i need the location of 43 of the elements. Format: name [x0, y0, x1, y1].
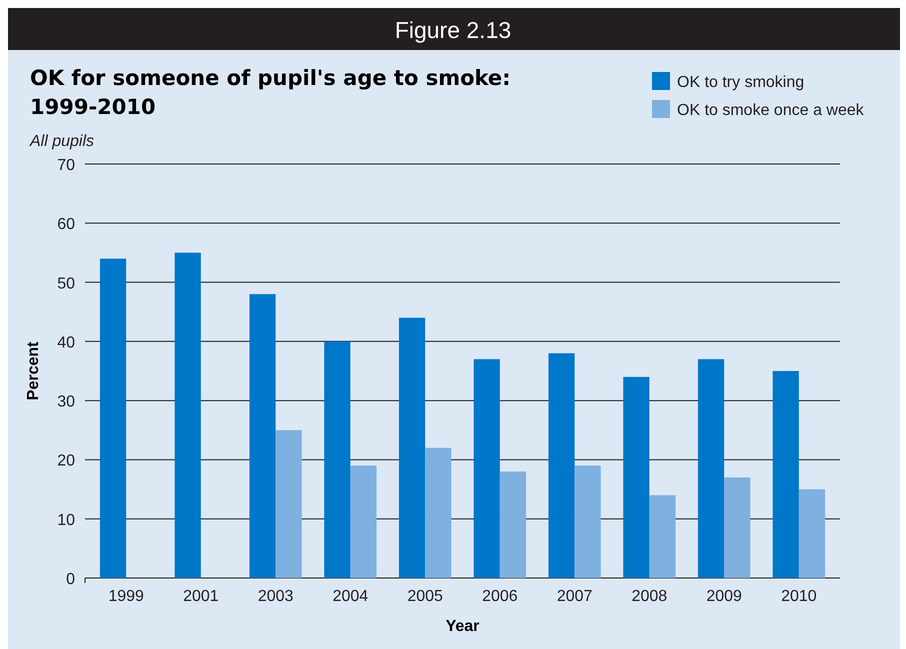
y-tick-label: 60 [57, 216, 76, 234]
x-tick-label: 2010 [781, 588, 817, 605]
bar [100, 258, 126, 578]
bar [574, 466, 601, 578]
bar [350, 466, 377, 578]
x-tick-label: 2008 [632, 588, 668, 605]
chart-subtitle: OK for someone of pupil's age to smoke: 1999-2010 [30, 66, 511, 119]
bar [649, 495, 676, 578]
y-tick-label: 70 [57, 157, 76, 174]
y-tick-label: 30 [57, 394, 76, 411]
bar [724, 477, 750, 578]
bar [548, 353, 575, 578]
bar [174, 252, 201, 578]
chart-title: Figure 2.13 [394, 17, 512, 43]
x-tick-label: 2009 [706, 588, 742, 605]
x-tick-label: 2007 [556, 588, 593, 605]
bar [474, 359, 500, 578]
bar [500, 472, 526, 578]
x-tick-label: 2003 [258, 588, 294, 605]
y-tick-label: 40 [57, 334, 76, 352]
bar [425, 448, 452, 578]
bar [772, 371, 799, 578]
y-tick-label: 50 [57, 275, 76, 292]
x-axis-title: Year [446, 618, 480, 635]
y-tick-label: 20 [57, 452, 76, 470]
x-tick-label: 2006 [482, 588, 518, 605]
bar [398, 318, 426, 578]
y-tick-label: 10 [57, 512, 76, 529]
x-tick-label: 2004 [332, 588, 368, 605]
legend-label: OK to smoke once a week [677, 102, 865, 119]
bar [623, 376, 650, 578]
text: All pupils [29, 133, 94, 150]
x-tick-label: 2005 [407, 588, 444, 605]
y-axis-title: Percent [25, 340, 42, 400]
x-tick-label: 1999 [108, 588, 144, 605]
bar [698, 359, 724, 578]
y-tick-label: 0 [66, 571, 76, 588]
bar [249, 294, 276, 578]
legend-label: OK to try smoking [677, 74, 804, 91]
bar [798, 489, 826, 578]
bar [324, 341, 350, 578]
x-tick-label: 2001 [183, 588, 219, 605]
bar [276, 430, 302, 578]
